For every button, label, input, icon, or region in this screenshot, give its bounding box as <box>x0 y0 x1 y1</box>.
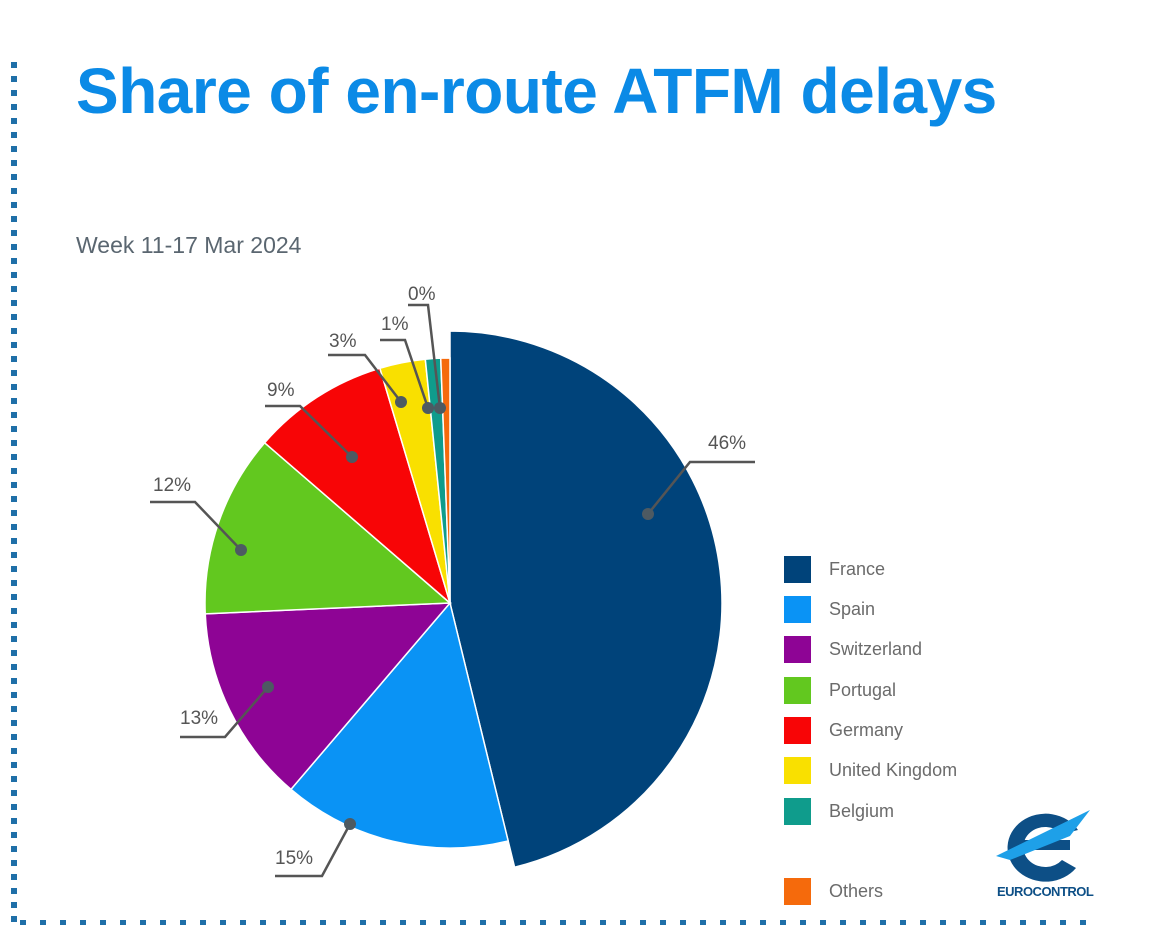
leader-line <box>328 353 402 403</box>
legend-swatch <box>784 676 811 704</box>
pie-slice-others <box>439 357 451 604</box>
pie-slice-france <box>449 330 723 869</box>
leader-dot <box>344 818 356 830</box>
pie-slice-switzerland <box>204 602 452 791</box>
leader-line <box>408 303 442 409</box>
leader-dot <box>422 402 434 414</box>
data-label: 9% <box>267 380 295 401</box>
legend-label: France <box>829 558 886 579</box>
leader-dot <box>235 544 247 556</box>
data-label: 3% <box>329 331 357 352</box>
legend-item: Others <box>784 877 1084 905</box>
pie-slice-portugal <box>204 441 452 615</box>
leader-line <box>380 338 430 409</box>
legend-label: Spain <box>829 598 876 619</box>
pie-slice-germany <box>263 367 452 606</box>
legend-item: Germany <box>784 716 1084 744</box>
leader-dot <box>395 396 407 408</box>
logo-text: EUROCONTROL <box>997 884 1094 899</box>
legend-swatch <box>784 595 811 623</box>
legend-swatch <box>784 716 811 744</box>
data-label: 46% <box>708 433 746 454</box>
chart-subtitle: Week 11-17 Mar 2024 <box>76 232 302 258</box>
legend-item: Portugal <box>784 676 1084 704</box>
legend-swatch <box>784 756 811 784</box>
leader-dot <box>262 681 274 693</box>
dotted-border-bottom <box>20 920 1095 925</box>
data-label: 1% <box>381 314 409 335</box>
legend-swatch <box>784 877 811 905</box>
pie-slice-spain <box>289 601 510 849</box>
leader-line <box>647 460 755 515</box>
legend-swatch <box>784 797 811 825</box>
leader-dot <box>434 402 446 414</box>
legend-label: Belgium <box>829 800 895 821</box>
legend-label: Switzerland <box>829 638 923 659</box>
legend-label: Others <box>829 880 884 901</box>
eurocontrol-logo <box>996 810 1090 882</box>
legend-swatch <box>784 555 811 583</box>
leader-line <box>150 500 242 551</box>
leader-dot <box>346 451 358 463</box>
legend-label: United Kingdom <box>829 759 958 780</box>
data-label: 0% <box>408 284 436 305</box>
legend-item: Spain <box>784 595 1084 623</box>
legend-label: Portugal <box>829 679 897 700</box>
data-label: 12% <box>153 475 191 496</box>
legend-item: Switzerland <box>784 635 1084 663</box>
data-label: 15% <box>275 848 313 869</box>
legend-item: Belgium <box>784 797 1084 825</box>
leader-dot <box>642 508 654 520</box>
legend-item: United Kingdom <box>784 756 1084 784</box>
leader-line <box>265 404 353 458</box>
dotted-border-left <box>11 62 17 924</box>
legend-swatch <box>784 635 811 663</box>
leader-line <box>275 823 352 878</box>
legend-item: France <box>784 555 1084 583</box>
legend-label: Germany <box>829 719 904 740</box>
chart-title: Share of en-route ATFM delays <box>76 55 997 127</box>
leader-line <box>180 686 269 739</box>
data-label: 13% <box>180 708 218 729</box>
